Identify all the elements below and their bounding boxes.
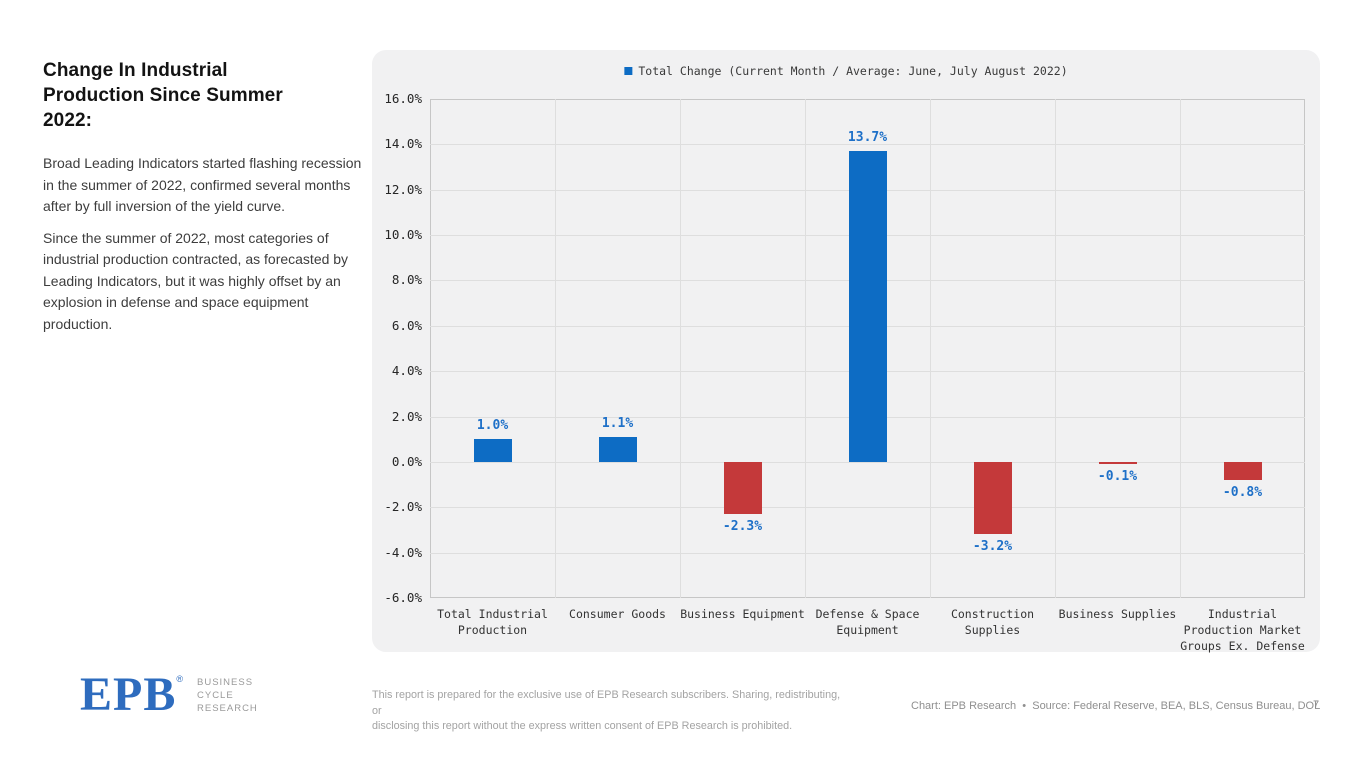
bar [723, 461, 762, 515]
gridline-horizontal [430, 144, 1305, 146]
x-axis-category-label: Business Supplies [1058, 607, 1177, 621]
y-axis-tick-label: -4.0% [384, 544, 422, 560]
bar [973, 461, 1012, 535]
epb-logo-caption: BUSINESS CYCLE RESEARCH [197, 677, 258, 714]
left-text-column: Change In Industrial Production Since Su… [43, 58, 375, 335]
gridline-vertical [555, 99, 556, 598]
bar [1098, 461, 1137, 465]
legend-label: Total Change (Current Month / Average: J… [638, 64, 1068, 78]
x-axis-category-label: Consumer Goods [569, 607, 666, 621]
page-number: 7 [1313, 699, 1320, 711]
chart-panel: Total Change (Current Month / Average: J… [372, 50, 1320, 653]
y-axis-tick-label: 10.0% [384, 227, 422, 243]
bar-value-label: -0.1% [1097, 469, 1138, 485]
intro-paragraph-1: Broad Leading Indicators started flashin… [43, 155, 362, 214]
bar-value-label: 1.1% [601, 415, 634, 431]
gridline-vertical [1055, 99, 1056, 598]
epb-logo: EPB® BUSINESS CYCLE RESEARCH [80, 668, 258, 721]
bar-value-label: -0.8% [1222, 485, 1263, 501]
y-axis-tick-label: 4.0% [391, 363, 422, 379]
plot-area [430, 99, 1305, 598]
gridline-vertical [680, 99, 681, 598]
page-title: Change In Industrial Production Since Su… [43, 60, 283, 131]
disclaimer-text: This report is prepared for the exclusiv… [372, 689, 841, 732]
gridline-horizontal [430, 461, 1305, 463]
bar [1223, 461, 1262, 481]
registered-mark-icon: ® [176, 674, 183, 684]
y-axis-tick-label: 0.0% [391, 453, 422, 469]
x-axis-category-label: Industrial Production Market Groups Ex. … [1180, 607, 1305, 653]
y-axis-tick-label: 16.0% [384, 91, 422, 106]
x-axis-category-label: Construction Supplies [950, 607, 1035, 637]
epb-logo-wordmark: EPB® [80, 668, 183, 721]
bar [473, 439, 512, 462]
chart-source-credit: Chart: EPB Research • Source: Federal Re… [911, 700, 1321, 712]
gridline-horizontal [430, 552, 1305, 554]
legend-swatch-icon [624, 67, 633, 75]
chart-legend: Total Change (Current Month / Average: J… [624, 64, 1068, 78]
x-axis-category-label: Business Equipment [680, 607, 805, 621]
y-axis-tick-label: -2.0% [384, 499, 422, 515]
y-axis-tick-label: 14.0% [384, 136, 422, 152]
bar-value-label: 1.0% [476, 418, 509, 434]
intro-paragraph-2: Since the summer of 2022, most categorie… [43, 229, 349, 332]
bar [848, 151, 887, 462]
y-axis-tick-label: 6.0% [391, 317, 422, 333]
bar-value-label: -2.3% [722, 519, 763, 535]
x-axis-category-label: Total Industrial Production [437, 607, 548, 637]
y-axis-tick-label: -6.0% [384, 590, 422, 605]
x-axis-category-label: Defense & Space Equipment [815, 607, 920, 637]
gridline-horizontal [430, 507, 1305, 509]
y-axis-tick-label: 8.0% [391, 272, 422, 288]
bar-value-label: -3.2% [972, 539, 1013, 555]
gridline-vertical [930, 99, 931, 598]
gridline-vertical [805, 99, 806, 598]
y-axis-tick-label: 2.0% [391, 408, 422, 424]
bar-value-label: 13.7% [847, 130, 888, 146]
gridline-vertical [1180, 99, 1181, 598]
y-axis-tick-label: 12.0% [384, 181, 422, 197]
bar [598, 436, 637, 462]
